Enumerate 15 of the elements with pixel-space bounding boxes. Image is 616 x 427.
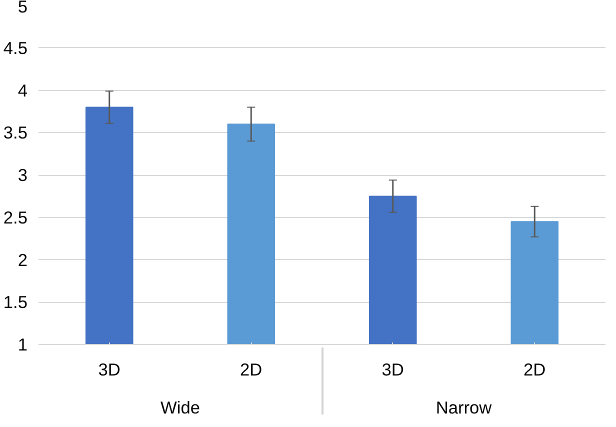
text: Narrow — [436, 398, 492, 418]
y-tick-label: 1 — [18, 334, 28, 354]
y-tick-label: 1.5 — [3, 292, 28, 312]
x-tick-label: 3D — [382, 360, 404, 380]
x-tick-label: 2D — [524, 360, 546, 380]
y-tick-label: 2 — [18, 250, 28, 270]
x-tick-label: 3D — [98, 360, 120, 380]
y-tick-label: 3.5 — [3, 122, 28, 143]
x-tick-label: 2D — [240, 360, 262, 380]
y-tick-label: 5 — [18, 0, 28, 16]
text: Wide — [160, 398, 200, 418]
y-tick-label: 3 — [18, 165, 28, 185]
y-tick-label: 4 — [18, 80, 28, 100]
y-tick-label: 2.5 — [3, 207, 28, 228]
y-tick-label: 4.5 — [3, 38, 28, 58]
